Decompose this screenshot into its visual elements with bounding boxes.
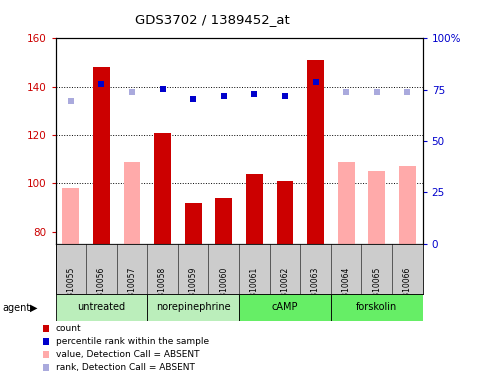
Text: GSM310059: GSM310059 [189, 266, 198, 313]
Text: GSM310060: GSM310060 [219, 266, 228, 313]
Bar [307, 60, 324, 244]
Bar [338, 162, 355, 244]
Text: count: count [56, 324, 81, 333]
Text: GSM310062: GSM310062 [281, 266, 289, 313]
Text: forskolin: forskolin [356, 302, 398, 312]
Text: GSM310056: GSM310056 [97, 266, 106, 313]
Text: agent: agent [2, 303, 30, 313]
Text: ▶: ▶ [30, 303, 38, 313]
Text: untreated: untreated [77, 302, 126, 312]
Bar [369, 171, 385, 244]
Bar [93, 68, 110, 244]
Bar [215, 198, 232, 244]
Text: norepinephrine: norepinephrine [156, 302, 230, 312]
Text: cAMP: cAMP [272, 302, 298, 312]
Bar [56, 294, 147, 321]
Bar [147, 294, 239, 321]
Bar [246, 174, 263, 244]
Text: GSM310065: GSM310065 [372, 266, 381, 313]
Text: GSM310057: GSM310057 [128, 266, 137, 313]
Text: GSM310064: GSM310064 [341, 266, 351, 313]
Text: percentile rank within the sample: percentile rank within the sample [56, 337, 209, 346]
Bar [399, 167, 416, 244]
Text: GSM310061: GSM310061 [250, 266, 259, 313]
Bar [62, 188, 79, 244]
Text: GSM310058: GSM310058 [158, 266, 167, 313]
Bar [239, 294, 331, 321]
Text: GSM310066: GSM310066 [403, 266, 412, 313]
Text: value, Detection Call = ABSENT: value, Detection Call = ABSENT [56, 350, 199, 359]
Bar [277, 181, 293, 244]
Bar [185, 203, 201, 244]
Text: GDS3702 / 1389452_at: GDS3702 / 1389452_at [135, 13, 290, 26]
Text: GSM310055: GSM310055 [66, 266, 75, 313]
Bar [124, 162, 141, 244]
Bar [154, 132, 171, 244]
Text: rank, Detection Call = ABSENT: rank, Detection Call = ABSENT [56, 363, 195, 372]
Bar [331, 294, 423, 321]
Text: GSM310063: GSM310063 [311, 266, 320, 313]
